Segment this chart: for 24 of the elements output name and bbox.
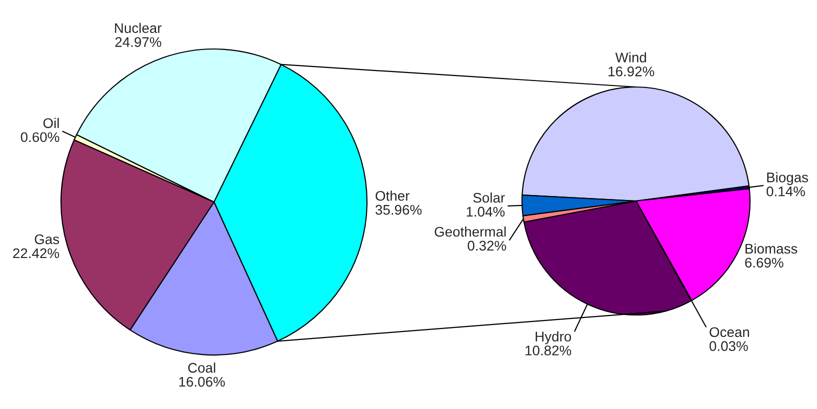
- slice-label: Gas: [34, 234, 60, 244]
- data-label: 16.92%: [608, 66, 654, 76]
- data-label: 0.14%: [766, 186, 805, 196]
- data-label: 35.96%: [376, 204, 422, 215]
- data-label: 0.32%: [468, 240, 506, 251]
- slice-label: Oil: [43, 118, 59, 128]
- slice-label: Geothermal: [434, 226, 506, 237]
- data-label: 22.42%: [13, 248, 60, 258]
- slice-label: Solar: [473, 192, 505, 203]
- data-label: 0.60%: [20, 132, 60, 142]
- slice-label: Biogas: [767, 172, 808, 186]
- slice-label: Hydro: [536, 331, 572, 344]
- slice-label: Biomass: [746, 243, 798, 254]
- data-label: 24.97%: [115, 37, 162, 47]
- data-label: 0.03%: [710, 341, 748, 351]
- data-label: 16.06%: [179, 376, 225, 387]
- slice-label: Ocean: [710, 327, 750, 338]
- slice-label: Nuclear: [115, 22, 162, 34]
- data-label: 1.04%: [466, 206, 505, 217]
- data-label: 6.69%: [745, 258, 784, 268]
- slice-label: Coal: [188, 362, 216, 373]
- data-label: 10.82%: [526, 346, 572, 356]
- slice-label: Other: [376, 190, 410, 201]
- slice-label: Wind: [615, 52, 646, 62]
